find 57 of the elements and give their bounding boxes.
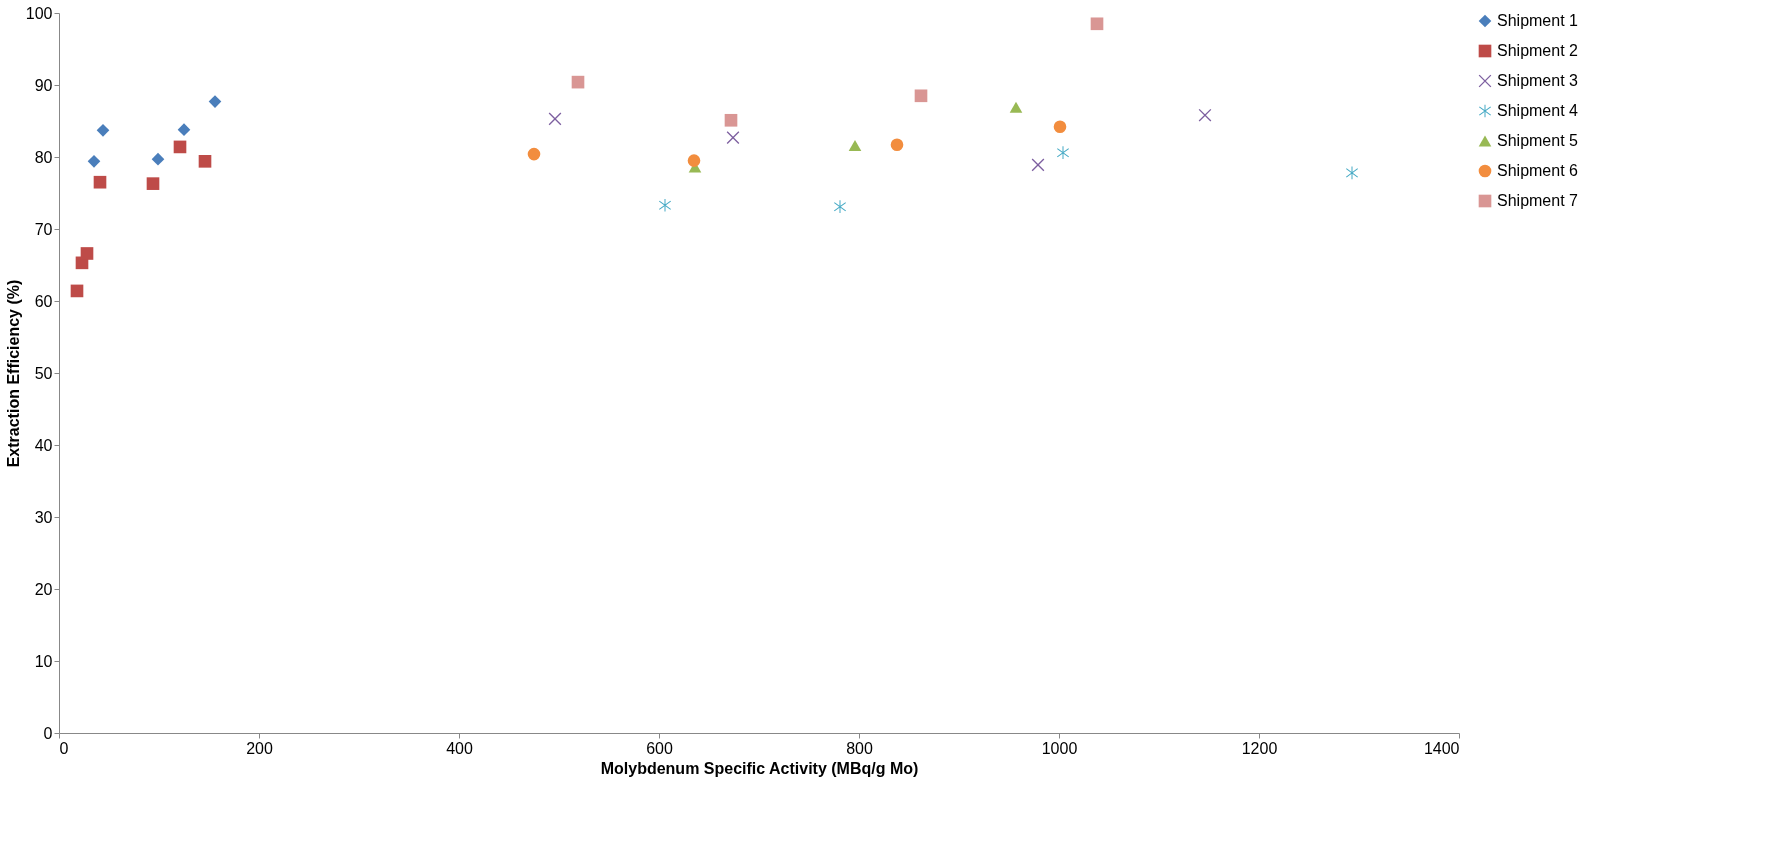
legend-label: Shipment 5 [1497, 132, 1579, 149]
y-tick-label: 30 [34, 508, 53, 526]
x-tick-label: 200 [246, 739, 273, 757]
point [208, 95, 222, 108]
y-tick-label: 10 [34, 652, 53, 670]
y-tick-label: 40 [34, 436, 53, 454]
point [173, 140, 187, 154]
point [1031, 158, 1045, 172]
point [687, 154, 701, 167]
legend-label: Shipment 3 [1497, 72, 1579, 89]
point [1345, 166, 1359, 180]
x-tick-label: 600 [646, 739, 673, 757]
point [87, 155, 101, 168]
point [198, 155, 212, 168]
legend-label: Shipment 2 [1497, 42, 1579, 59]
point [571, 75, 585, 89]
x-tick-label: 1000 [1041, 739, 1078, 757]
y-tick-label: 70 [34, 220, 53, 238]
point [548, 112, 562, 126]
point [848, 140, 862, 151]
point [96, 124, 110, 137]
legend-label: Shipment 4 [1497, 102, 1579, 119]
y-tick-label: 60 [34, 292, 53, 310]
legend-label: Shipment 1 [1497, 12, 1579, 29]
point [1056, 146, 1070, 159]
x-tick-label: 0 [59, 739, 69, 757]
point [1090, 17, 1104, 31]
y-tick-label: 100 [25, 4, 53, 22]
point [146, 177, 160, 190]
point [833, 200, 847, 213]
point [890, 138, 904, 152]
y-tick-label: 20 [34, 580, 53, 598]
x-tick-label: 1200 [1241, 739, 1278, 757]
y-tick-label: 80 [34, 148, 53, 166]
point [177, 123, 191, 136]
x-tick-label: 800 [846, 739, 873, 757]
x-tick-label: 400 [446, 739, 473, 757]
x-tick-label: 1400 [1423, 739, 1460, 757]
y-tick-label: 0 [43, 724, 53, 742]
legend-label: Shipment 6 [1497, 162, 1579, 179]
point [70, 284, 84, 298]
y-tick-label: 50 [34, 364, 53, 382]
point [724, 113, 738, 127]
point [527, 147, 541, 161]
point [151, 152, 165, 166]
point [658, 198, 672, 212]
point [1053, 120, 1067, 134]
point [80, 247, 94, 260]
point [1198, 108, 1212, 122]
y-tick-label: 90 [34, 76, 53, 94]
legend-label: Shipment 7 [1497, 192, 1579, 209]
y-axis-title: Extraction Efficiency (%) [4, 279, 22, 468]
point [914, 89, 928, 103]
x-axis-title: Molybdenum Specific Activity (MBq/g Mo) [600, 759, 919, 777]
point [1009, 101, 1023, 113]
point [726, 131, 740, 144]
point [93, 175, 107, 189]
